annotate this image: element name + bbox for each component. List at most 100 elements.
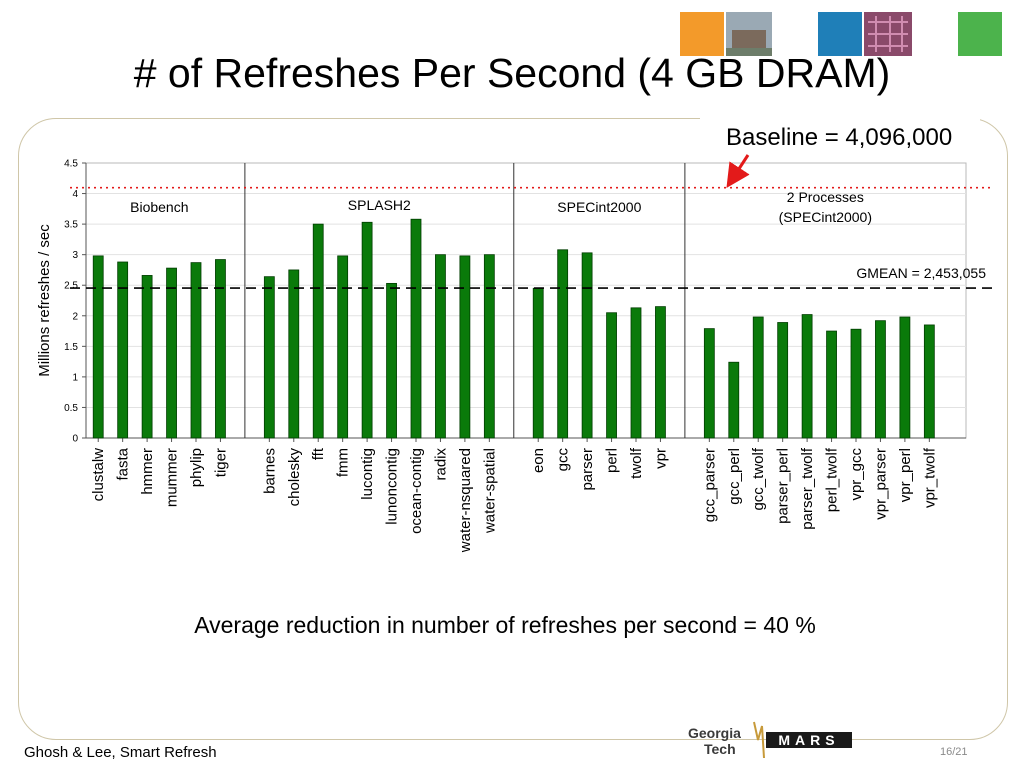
bar-vpr_gcc: [850, 328, 862, 439]
x-tick-label-parser_perl: parser_perl: [775, 448, 792, 524]
logo-mark-bar: [766, 732, 852, 748]
group-label-1: SPLASH2: [348, 197, 411, 213]
x-tick-label-mummer: mummer: [164, 448, 181, 507]
x-tick-label-vpr_twolf: vpr_twolf: [921, 447, 938, 508]
x-tick-label-perl_twolf: perl_twolf: [824, 447, 841, 512]
x-tick-label-cholesky: cholesky: [286, 448, 303, 507]
group-label-2: SPECint2000: [557, 199, 641, 215]
x-tick-label-perl: perl: [604, 448, 621, 473]
x-tick-label-vpr_perl: vpr_perl: [897, 448, 914, 502]
x-tick-label-twolf: twolf: [628, 447, 645, 479]
green-tile: [958, 12, 1002, 56]
x-tick-label-clustalw: clustalw: [90, 448, 107, 502]
blue-tile: [818, 12, 862, 56]
frame-gap: [700, 110, 980, 130]
chip-photo-traces: [868, 16, 908, 52]
y-tick-label: 2.5: [64, 281, 78, 292]
bar-barnes: [263, 276, 275, 439]
summary-note: Average reduction in number of refreshes…: [194, 612, 816, 638]
bar-parser_perl: [777, 322, 789, 439]
logo-mark-text: MARS: [778, 732, 839, 748]
x-tick-label-gcc_parser: gcc_parser: [701, 448, 718, 522]
x-tick-label-vpr: vpr: [652, 448, 669, 469]
bar-water-spatial: [483, 254, 495, 439]
x-tick-label-gcc: gcc: [555, 448, 572, 472]
header-photo-strip-1: [680, 12, 772, 56]
bar-perl_twolf: [826, 330, 837, 439]
x-tick-label-vpr_gcc: vpr_gcc: [848, 448, 865, 501]
bar-parser: [581, 252, 593, 439]
baseline-arrow: [726, 154, 750, 189]
bar-water-nsquared: [459, 255, 471, 439]
campus-photo-building: [732, 30, 766, 48]
x-tick-label-lucontig: lucontig: [359, 448, 376, 500]
chart-overlays: [70, 154, 992, 289]
bar-fft: [312, 223, 324, 439]
x-tick-label-fasta: fasta: [115, 447, 132, 480]
bar-radix: [435, 254, 446, 439]
bar-gcc_perl: [728, 361, 740, 439]
bar-gcc: [557, 249, 569, 439]
header-photo-strip-2: [818, 12, 912, 56]
y-tick-label: 4.5: [64, 159, 78, 170]
gmean-label: GMEAN = 2,453,055: [856, 265, 986, 281]
x-tick-label-tiger: tiger: [212, 448, 229, 477]
bar-clustalw: [92, 255, 104, 439]
x-tick-label-radix: radix: [432, 448, 449, 481]
bar-phylip: [190, 262, 202, 439]
campus-photo-ground: [726, 48, 772, 56]
chart-text: 0 0.5 1 1.5 2 2.5 3 3.5 4 4.5 clustalw fasta hmmer mu…: [36, 159, 986, 554]
bar-lunoncontig: [386, 282, 397, 439]
baseline-note: Baseline = 4,096,000: [726, 124, 953, 151]
georgia-tech-mars-logo: Georgia Tech MARS: [688, 721, 852, 759]
bar-vpr_parser: [875, 320, 886, 439]
y-tick-label: 3: [72, 250, 78, 261]
x-tick-label-gcc_twolf: gcc_twolf: [750, 447, 767, 510]
bar-tiger: [215, 259, 226, 439]
x-tick-label-ocean-contig: ocean-contig: [408, 448, 425, 534]
bar-fmm: [337, 255, 349, 439]
bar-gcc_parser: [703, 328, 715, 439]
y-tick-label: 0: [72, 434, 78, 445]
logo-word-1: Georgia: [688, 725, 741, 741]
x-tick-label-water-nsquared: water-nsquared: [457, 448, 474, 553]
bar-vpr_twolf: [923, 324, 935, 439]
x-tick-label-fft: fft: [310, 447, 327, 460]
bar-parser_twolf: [801, 314, 813, 439]
bar-gcc_twolf: [752, 316, 764, 439]
bar-series: [92, 218, 935, 439]
content-frame: [18, 118, 1008, 740]
header-photo-strip-3: [958, 12, 1002, 56]
group-label-0: Biobench: [130, 199, 188, 215]
bar-perl: [606, 312, 617, 439]
x-tick-label-gcc_perl: gcc_perl: [726, 448, 743, 505]
y-tick-label: 1: [72, 372, 78, 383]
x-tick-label-water-spatial: water-spatial: [481, 448, 498, 534]
grid-lines: [82, 162, 967, 442]
page-number: 16/21: [940, 746, 968, 758]
bar-hmmer: [141, 275, 153, 439]
refresh-rate-bar-chart: 0 0.5 1 1.5 2 2.5 3 3.5 4 4.5 clustalw fasta hmmer mu…: [36, 154, 992, 554]
y-tick-label: 0.5: [64, 403, 78, 414]
slide-title: # of Refreshes Per Second (4 GB DRAM): [133, 50, 891, 96]
x-tick-label-hmmer: hmmer: [139, 448, 156, 495]
bar-vpr_perl: [899, 316, 911, 439]
y-tick-label: 2: [72, 311, 78, 322]
group-label-line1: 2 Processes: [787, 189, 864, 205]
x-tick-label-phylip: phylip: [188, 448, 205, 487]
bar-mummer: [166, 267, 177, 439]
y-axis-title: Millions refreshes / sec: [36, 224, 53, 377]
group-label-line2: (SPECint2000): [779, 209, 872, 225]
x-tick-label-parser: parser: [579, 448, 596, 491]
x-tick-label-parser_twolf: parser_twolf: [799, 447, 816, 530]
x-tick-label-barnes: barnes: [261, 448, 278, 494]
x-tick-label-lunoncontig: lunoncontig: [384, 448, 401, 525]
bar-twolf: [630, 307, 642, 439]
bar-eon: [532, 287, 544, 439]
x-tick-label-vpr_parser: vpr_parser: [872, 448, 889, 520]
x-tick-label-eon: eon: [530, 448, 547, 473]
bar-lucontig: [361, 221, 373, 439]
y-tick-label: 1.5: [64, 342, 78, 353]
x-tick-label-fmm: fmm: [335, 448, 352, 477]
logo-word-2: Tech: [704, 741, 736, 757]
